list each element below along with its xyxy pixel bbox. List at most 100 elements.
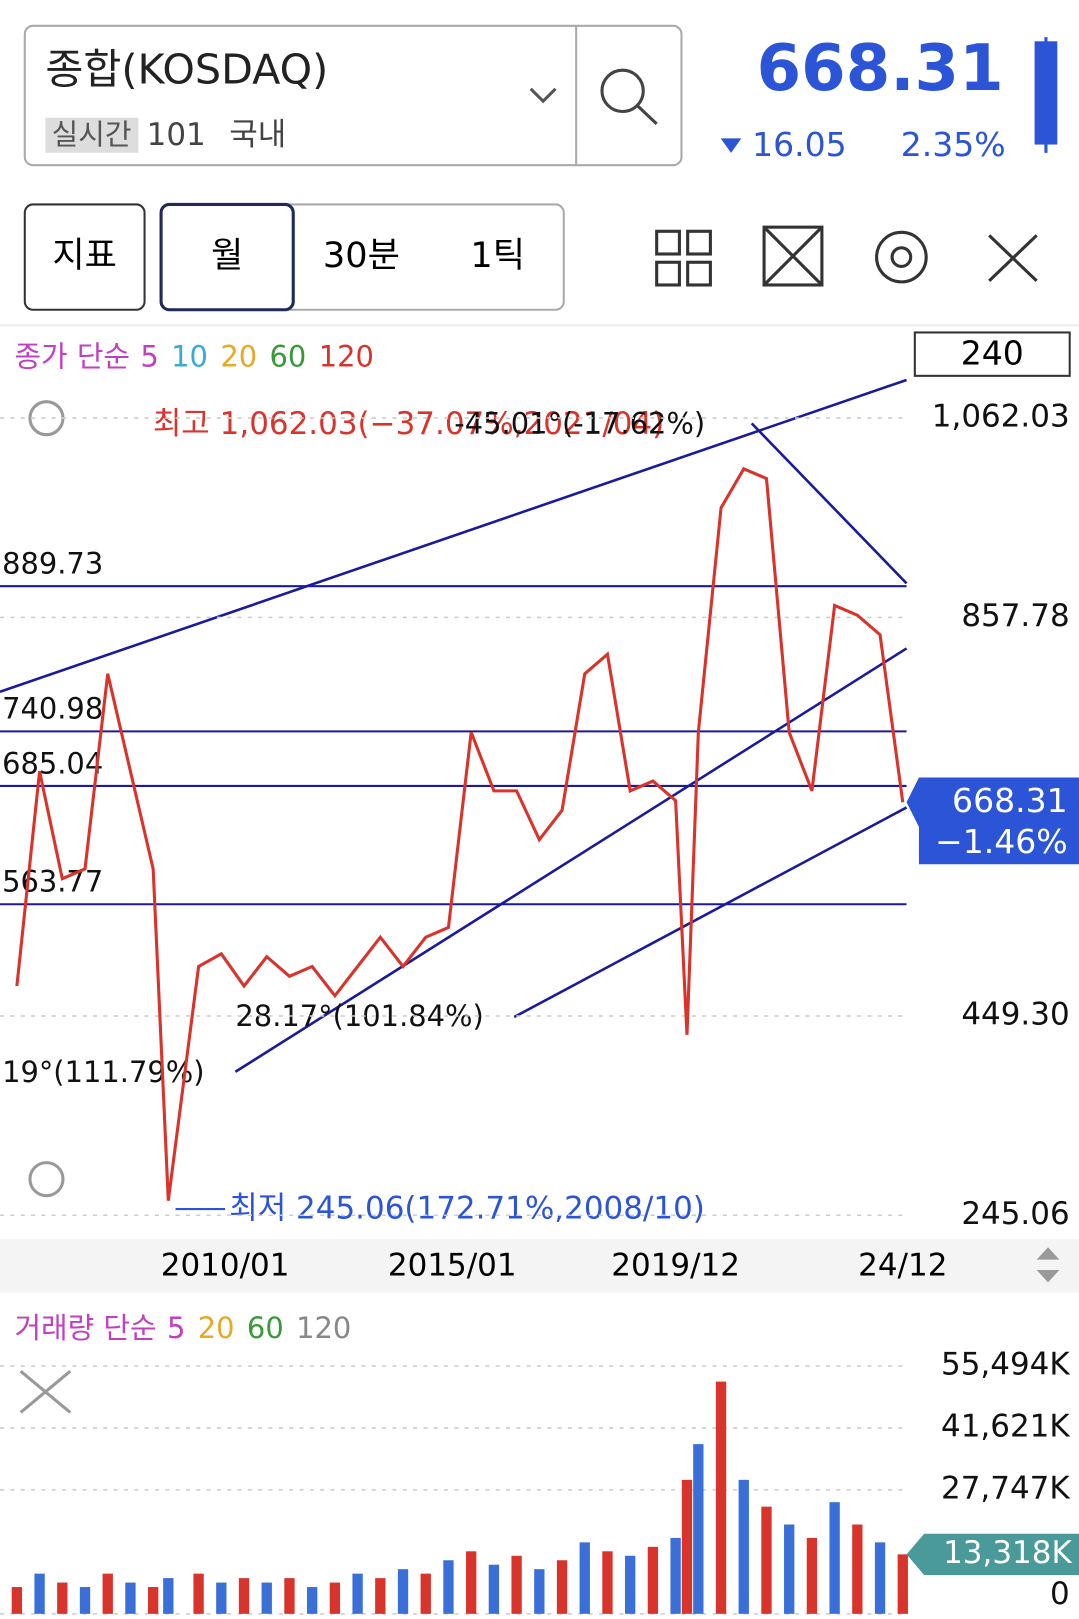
market: 국내	[229, 117, 286, 153]
volume-bar	[102, 1573, 113, 1614]
badge	[45, 117, 139, 153]
annotation: 최저 245.06(172.71%,2008/10)	[229, 1191, 705, 1227]
button[interactable]	[23, 203, 146, 311]
volume-bar	[715, 1381, 727, 1614]
realtime: 실시간	[52, 117, 132, 151]
volume-bar	[625, 1555, 636, 1614]
y-tick-label: 449.30	[961, 996, 1069, 1032]
legend-item: 120	[319, 339, 374, 373]
toolbar-icons[interactable]	[655, 225, 1038, 287]
button[interactable]	[159, 202, 295, 312]
x-tick-label: 2015/01	[388, 1247, 517, 1283]
button-label: 지표	[52, 235, 117, 276]
level-label: 740.98	[2, 692, 103, 726]
volume-bar	[806, 1537, 818, 1614]
level-label: 889.73	[2, 547, 103, 581]
x-tick-label: 2019/12	[611, 1247, 740, 1283]
volume-bar	[79, 1587, 91, 1614]
y-tick-label: 41,621K	[941, 1408, 1070, 1444]
legend-item: 60	[270, 339, 307, 373]
volume-bar	[511, 1555, 522, 1614]
volume-bar	[193, 1573, 204, 1614]
y-tick-label: 857.78	[961, 598, 1069, 634]
legend-item: 120	[296, 1311, 351, 1345]
volume-bar	[284, 1578, 295, 1614]
volume-bar	[216, 1582, 227, 1614]
volume-bar	[556, 1560, 568, 1614]
dropdown-icon[interactable]	[529, 87, 557, 104]
volume-bar	[397, 1569, 409, 1614]
button-label[interactable]: 30분	[323, 235, 400, 276]
mini-candle	[1034, 41, 1058, 145]
volume-bar	[829, 1502, 840, 1614]
y-tick-label: 0	[1050, 1576, 1070, 1612]
button-label: 월	[211, 235, 243, 276]
volume-bar	[681, 1479, 693, 1614]
legend-item: 20	[220, 339, 257, 373]
legend-item: 60	[247, 1311, 284, 1345]
annotation: -45.01°(-17.62%)	[454, 406, 705, 440]
y-tick-label: 27,747K	[941, 1470, 1070, 1506]
zoom-out[interactable]	[28, 1161, 65, 1198]
volume-bar	[148, 1587, 159, 1614]
volume-bar	[488, 1564, 500, 1614]
volume-bar	[874, 1542, 886, 1614]
price: 668.31	[757, 32, 1004, 106]
volume-bar	[11, 1587, 23, 1614]
volume-bar	[375, 1578, 386, 1614]
last-value: 668.31	[952, 781, 1068, 820]
volume-bar	[852, 1524, 863, 1614]
volume-bar	[443, 1560, 454, 1614]
legend-item: 5	[140, 339, 158, 373]
legend-item: 5	[167, 1311, 185, 1345]
volume-bar	[466, 1551, 477, 1614]
search-icon[interactable]	[600, 68, 645, 114]
volume-bar	[670, 1537, 681, 1614]
volume-bar	[897, 1554, 908, 1614]
volume-bar	[420, 1573, 431, 1614]
legend-title: 거래량 단순	[14, 1311, 156, 1345]
volume-bar	[57, 1582, 68, 1614]
y-tick-label: 1,062.03	[932, 399, 1070, 435]
down-arrow	[720, 138, 742, 153]
period-box[interactable]	[913, 331, 1071, 377]
volume-bar	[761, 1506, 772, 1614]
x-axis-bar	[0, 1239, 1079, 1293]
volume-bar	[352, 1573, 363, 1614]
change-pct: 2.35%	[901, 125, 1006, 164]
scroll-icon[interactable]	[1036, 1247, 1060, 1283]
volume-bar	[647, 1546, 659, 1614]
annotation: 28.17°(101.84%)	[235, 999, 483, 1033]
volume-bar	[738, 1479, 749, 1614]
y-tick-label: 245.06	[961, 1196, 1069, 1232]
x-tick-label: 2010/01	[161, 1247, 290, 1283]
volume-bar	[125, 1582, 136, 1614]
volume-bar	[784, 1524, 795, 1614]
price-line	[15, 466, 905, 1201]
volume-bar	[329, 1582, 341, 1614]
volume-bar	[238, 1578, 250, 1614]
symbol-title: 종합(KOSDAQ)	[45, 45, 328, 93]
legend-title: 종가 단순	[14, 339, 130, 373]
legend-item: 20	[198, 1311, 235, 1345]
search-box[interactable]	[23, 24, 683, 167]
close-icon[interactable]	[19, 1370, 72, 1414]
volume-bar	[34, 1573, 45, 1614]
volume-bar	[693, 1444, 704, 1614]
period-count: 240	[961, 334, 1024, 373]
y-tick-label: 55,494K	[941, 1346, 1070, 1382]
annotation: 최고 1,062.03(−37.07%,2021/04)	[153, 406, 664, 442]
volume-bar	[602, 1551, 613, 1614]
volume-bar	[163, 1578, 174, 1614]
annotation: 19°(111.79%)	[2, 1055, 204, 1089]
volume-bar	[534, 1569, 545, 1614]
change: 16.05	[752, 125, 847, 164]
volume-bar	[579, 1542, 590, 1614]
legend-item: 10	[171, 339, 208, 373]
level-label: 563.77	[2, 865, 103, 899]
trend-lines	[0, 378, 908, 1073]
button-label[interactable]: 1틱	[470, 235, 525, 276]
search-icon	[636, 104, 658, 126]
